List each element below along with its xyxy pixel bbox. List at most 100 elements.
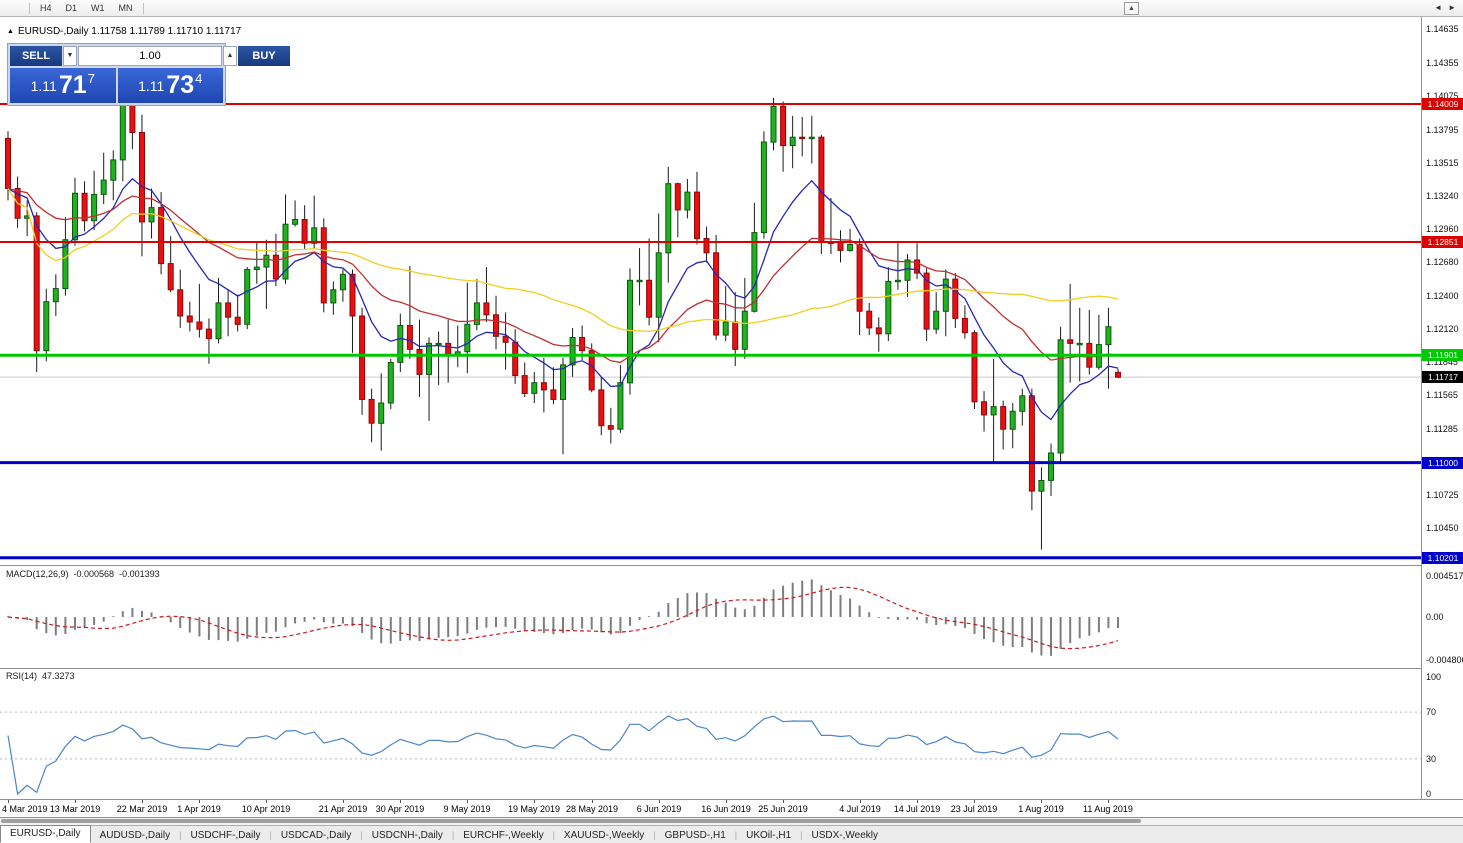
date-tick-label: 25 Jun 2019 bbox=[758, 804, 808, 814]
scroll-up-button[interactable]: ▲ bbox=[1124, 2, 1139, 15]
hline-price-label: 1.11000 bbox=[1422, 456, 1463, 469]
price-tick-label: 1.10450 bbox=[1426, 523, 1459, 534]
sell-button[interactable]: SELL bbox=[10, 46, 62, 66]
date-tick-label: 10 Apr 2019 bbox=[241, 804, 291, 814]
scrollbar-thumb[interactable] bbox=[1, 819, 1141, 823]
tab-scroll-left-icon[interactable]: ◄ bbox=[1434, 3, 1443, 12]
pane-border bbox=[0, 825, 1463, 826]
volume-increase-button[interactable]: ▲ bbox=[223, 46, 237, 66]
buy-price-big-digits: 73 bbox=[166, 71, 195, 99]
tab-ukoil-h1[interactable]: UKOil-,H1 bbox=[746, 830, 792, 841]
price-tick-label: 1.14355 bbox=[1426, 57, 1459, 68]
date-tick bbox=[467, 800, 468, 803]
toolbar-separator bbox=[142, 2, 144, 14]
macd-axis-zero-label: 0.00 bbox=[1426, 612, 1444, 622]
date-tick-label: 6 Jun 2019 bbox=[636, 804, 682, 814]
date-tick bbox=[343, 800, 344, 803]
tab-navigation: ◄ ► bbox=[1431, 3, 1459, 12]
tab-separator: | bbox=[552, 830, 555, 840]
timeframe-d1-button[interactable]: D1 bbox=[59, 1, 85, 16]
rsi-value: 47.3273 bbox=[42, 671, 75, 681]
date-tick bbox=[266, 800, 267, 803]
date-tick-label: 19 May 2019 bbox=[507, 804, 561, 814]
tab-usdcad-daily[interactable]: USDCAD-,Daily bbox=[280, 830, 352, 841]
price-axis[interactable]: 1.14635 1.14355 1.14075 1.13795 1.13515 1.132… bbox=[1421, 17, 1463, 818]
tab-usdx-weekly[interactable]: USDX-,Weekly bbox=[811, 830, 878, 841]
chart-symbol-label: EURUSD-,Daily bbox=[17, 26, 89, 37]
rsi-axis-label: 0 bbox=[1426, 789, 1432, 799]
candlestick-chart[interactable] bbox=[0, 17, 1421, 565]
hline-price-label: 1.12851 bbox=[1422, 235, 1463, 248]
date-tick bbox=[726, 800, 727, 803]
timeframe-mn-button[interactable]: MN bbox=[112, 1, 140, 16]
price-tick-label: 1.12680 bbox=[1426, 257, 1459, 268]
sell-price-button[interactable]: 1.11 71 7 bbox=[10, 68, 116, 103]
date-tick bbox=[534, 800, 535, 803]
tab-eurusd-daily[interactable]: EURUSD-,Daily bbox=[0, 825, 91, 843]
timeframe-toolbar: H4 D1 W1 MN bbox=[0, 0, 1463, 17]
date-tick-label: 4 Mar 2019 bbox=[2, 804, 48, 814]
rsi-label: RSI(14) 47.3273 bbox=[6, 671, 80, 681]
date-tick bbox=[659, 800, 660, 803]
date-tick-label: 30 Apr 2019 bbox=[375, 804, 425, 814]
macd-histogram-layer bbox=[7, 579, 1119, 656]
date-tick-label: 21 Apr 2019 bbox=[318, 804, 368, 814]
tab-usdchf-daily[interactable]: USDCHF-,Daily bbox=[190, 830, 261, 841]
buy-price-prefix: 1.11 bbox=[138, 77, 165, 94]
date-tick bbox=[592, 800, 593, 803]
buy-price-button[interactable]: 1.11 73 4 bbox=[117, 68, 223, 103]
tab-audusd-daily[interactable]: AUDUSD-,Daily bbox=[99, 830, 171, 841]
tab-eurchf-weekly[interactable]: EURCHF-,Weekly bbox=[463, 830, 544, 841]
rsi-line bbox=[7, 715, 1119, 796]
volume-decrease-button[interactable]: ▼ bbox=[63, 46, 77, 66]
volume-input[interactable] bbox=[78, 46, 222, 66]
pane-splitter[interactable] bbox=[0, 668, 1463, 669]
date-tick-label: 9 May 2019 bbox=[443, 804, 491, 814]
chart-ohlc-values: 1.11758 1.11789 1.11710 1.11717 bbox=[91, 26, 242, 37]
tab-gbpusd-h1[interactable]: GBPUSD-,H1 bbox=[664, 830, 726, 841]
tab-separator: | bbox=[179, 830, 182, 840]
date-axis[interactable]: 4 Mar 2019 13 Mar 2019 22 Mar 2019 1 Apr 20… bbox=[0, 800, 1463, 817]
rsi-axis-label: 30 bbox=[1426, 754, 1437, 764]
symbol-tab-bar: EURUSD-,Daily AUDUSD-,Daily | USDCHF-,Daily… bbox=[0, 825, 1463, 843]
moving-averages-layer bbox=[7, 177, 1119, 421]
macd-name: MACD(12,26,9) bbox=[6, 569, 69, 579]
toolbar-grip bbox=[0, 0, 26, 16]
buy-price-pip-digit: 4 bbox=[195, 71, 203, 86]
macd-label: MACD(12,26,9) -0.000568 -0.001393 bbox=[6, 569, 165, 579]
macd-chart bbox=[7, 579, 1119, 656]
price-tick-label: 1.10725 bbox=[1426, 490, 1459, 501]
date-tick bbox=[917, 800, 918, 803]
macd-axis-bottom-label: -0.004806 bbox=[1426, 655, 1463, 665]
price-tick-label: 1.13240 bbox=[1426, 190, 1459, 201]
horizontal-lines-layer[interactable] bbox=[0, 103, 1421, 560]
main-chart-pane[interactable] bbox=[0, 17, 1421, 565]
macd-signal-line bbox=[7, 586, 1119, 650]
rsi-name: RSI(14) bbox=[6, 671, 38, 681]
timeframe-h4-button[interactable]: H4 bbox=[33, 1, 59, 16]
rsi-indicator-pane[interactable] bbox=[0, 669, 1421, 799]
price-tick-label: 1.12960 bbox=[1426, 224, 1459, 234]
date-tick-label: 23 Jul 2019 bbox=[950, 804, 998, 814]
rsi-axis-label: 70 bbox=[1426, 707, 1437, 717]
date-tick bbox=[783, 800, 784, 803]
tab-scroll-right-icon[interactable]: ► bbox=[1448, 3, 1456, 12]
timeframe-w1-button[interactable]: W1 bbox=[84, 1, 112, 16]
price-tick-label: 1.14075 bbox=[1426, 91, 1459, 102]
date-tick bbox=[860, 800, 861, 803]
tab-xauusd-weekly[interactable]: XAUUSD-,Weekly bbox=[563, 830, 645, 841]
date-tick bbox=[400, 800, 401, 803]
price-tick-label: 1.12400 bbox=[1426, 290, 1459, 301]
date-tick bbox=[142, 800, 143, 803]
date-tick bbox=[75, 800, 76, 803]
date-tick-label: 13 Mar 2019 bbox=[49, 804, 101, 814]
pane-splitter[interactable] bbox=[0, 565, 1463, 566]
macd-indicator-pane[interactable] bbox=[0, 566, 1421, 668]
horizontal-scrollbar[interactable] bbox=[0, 818, 1463, 825]
date-tick-label: 11 Aug 2019 bbox=[1083, 804, 1133, 814]
buy-button[interactable]: BUY bbox=[238, 46, 290, 66]
chart-ohlc-header: ▲ EURUSD-,Daily 1.11758 1.11789 1.11710 1… bbox=[7, 26, 241, 37]
tab-usdcnh-daily[interactable]: USDCNH-,Daily bbox=[371, 830, 443, 841]
collapse-icon[interactable]: ▲ bbox=[7, 28, 14, 35]
